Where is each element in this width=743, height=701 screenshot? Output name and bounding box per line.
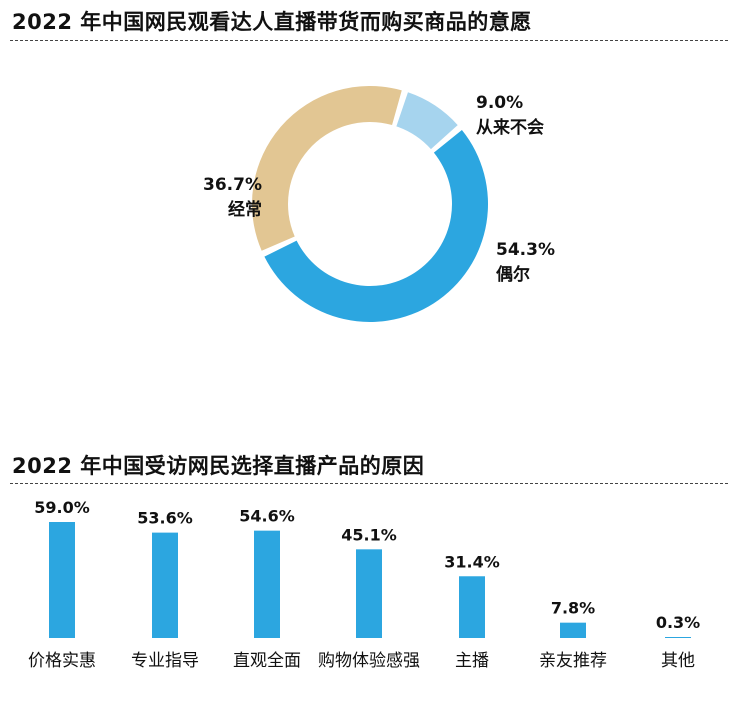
bar-value-label: 53.6% (137, 509, 193, 528)
bar-category-label: 亲友推荐 (539, 651, 607, 671)
bar-value-label: 7.8% (551, 599, 595, 618)
bar-category-label: 主播 (455, 651, 489, 671)
bar-value-label: 59.0% (34, 498, 90, 517)
bar-category-label: 其他 (661, 651, 695, 671)
donut-slice-value-label: 9.0% (476, 93, 523, 113)
bar-chart: 59.0% 价格实惠 53.6% 专业指导 54.6% 直观全面 45.1% 购物体验感强 31… (28, 498, 700, 671)
bar-category-label: 直观全面 (233, 651, 301, 671)
donut-slice-category-label: 从来不会 (476, 117, 544, 138)
donut-slice-1 (396, 92, 458, 150)
bar-category-label: 价格实惠 (28, 651, 96, 671)
bar-6 (560, 622, 586, 638)
donut-slice-category-label: 经常 (228, 199, 262, 220)
bar-7 (665, 637, 691, 638)
donut-slice-value-label: 36.7% (203, 175, 262, 195)
bar-value-label: 45.1% (341, 525, 397, 544)
bar-5 (459, 576, 485, 638)
bar-2 (152, 532, 178, 638)
bar-value-label: 0.3% (656, 613, 700, 632)
bar-value-label: 54.6% (239, 507, 295, 526)
title-divider-bottom (10, 483, 728, 484)
title-divider-top (10, 40, 728, 41)
donut-slice-value-label: 54.3% (496, 240, 555, 260)
donut-chart-title: 2022 年中国网民观看达人直播带货而购买商品的意愿 (12, 10, 532, 34)
bar-1 (49, 522, 75, 638)
donut-slice-2 (264, 130, 488, 322)
donut-chart: 9.0% 从来不会 54.3% 偶尔 36.7% 经常 (203, 86, 555, 322)
bar-category-label: 专业指导 (131, 651, 199, 671)
donut-slice-category-label: 偶尔 (496, 264, 530, 285)
bar-3 (254, 530, 280, 638)
bar-chart-title: 2022 年中国受访网民选择直播产品的原因 (12, 454, 425, 478)
donut-slice-3 (252, 86, 402, 251)
bar-value-label: 31.4% (444, 552, 500, 571)
bar-4 (356, 549, 382, 638)
bar-category-label: 购物体验感强 (318, 651, 420, 671)
